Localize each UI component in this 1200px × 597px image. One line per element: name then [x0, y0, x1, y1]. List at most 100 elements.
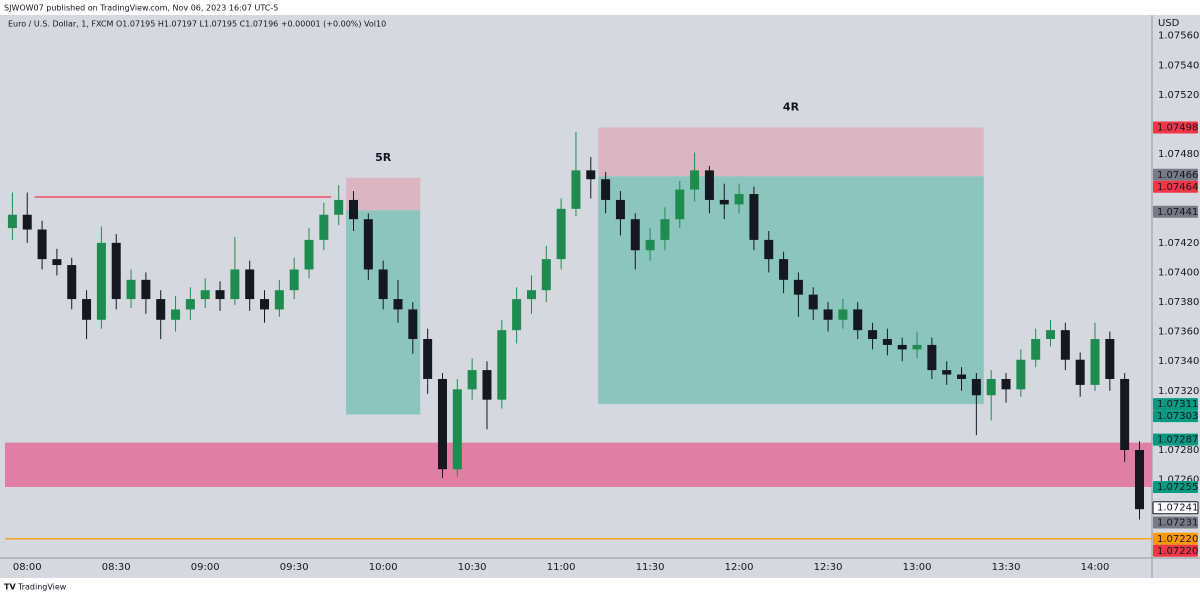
candle-body	[185, 299, 195, 310]
x-tick-label: 09:00	[191, 562, 220, 573]
candle-body	[423, 339, 433, 379]
candle-body	[96, 242, 106, 320]
x-tick-label: 10:30	[458, 562, 487, 573]
candle-body	[156, 299, 166, 320]
candle-body	[111, 242, 121, 300]
x-tick-label: 10:00	[369, 562, 398, 573]
price-badge	[1153, 516, 1198, 529]
target-area	[346, 210, 421, 415]
price-badge-label: 1.07464	[1157, 182, 1198, 193]
candle-body	[52, 259, 62, 266]
x-tick-label: 12:00	[725, 562, 754, 573]
candle-body	[690, 170, 700, 190]
price-badge	[1153, 398, 1198, 411]
candle-body	[1060, 330, 1070, 360]
price-badge	[1153, 121, 1198, 134]
price-badge-label: 1.07441	[1157, 207, 1198, 218]
price-badge-label: 1.07231	[1157, 517, 1198, 528]
candle-body	[1090, 339, 1100, 385]
candle-body	[408, 309, 418, 340]
candle-body	[1134, 449, 1144, 510]
candle-body	[393, 299, 403, 310]
candle-body	[645, 239, 655, 251]
price-badge	[1152, 501, 1199, 515]
candle-body	[67, 265, 77, 300]
candle-body	[660, 219, 670, 240]
candle-body	[868, 330, 878, 340]
candle-body	[957, 374, 967, 379]
candle-body	[304, 239, 314, 270]
position-label: 5R	[375, 151, 392, 164]
y-tick-label: 1.07400	[1158, 267, 1199, 278]
candle-body	[927, 344, 937, 371]
y-tick-label: 1.07560	[1158, 31, 1199, 42]
candle-body	[675, 189, 685, 220]
x-tick-label: 13:00	[903, 562, 932, 573]
price-badge-label: 1.07466	[1157, 170, 1198, 181]
candle-body	[319, 214, 329, 240]
candle-body	[897, 344, 907, 350]
candle-body	[7, 214, 17, 229]
x-tick-label: 14:00	[1081, 562, 1110, 573]
candle-body	[615, 199, 625, 220]
price-badge	[1153, 433, 1198, 446]
price-badge-label: 1.07220	[1157, 546, 1198, 557]
y-tick-label: 1.07280	[1158, 445, 1199, 456]
target-area	[598, 176, 984, 405]
candle-body	[986, 378, 996, 396]
candle-body	[452, 389, 462, 470]
x-tick-label: 11:30	[636, 562, 665, 573]
candle-body	[556, 208, 566, 260]
x-tick-label: 08:00	[13, 562, 42, 573]
price-badge-label: 1.07255	[1157, 482, 1198, 493]
stop-area	[598, 127, 984, 177]
price-badge-label: 1.07287	[1157, 435, 1198, 446]
candle-body	[245, 269, 255, 300]
y-tick-label: 1.07520	[1158, 90, 1199, 101]
brand-logo: TV	[4, 583, 16, 592]
candle-body	[363, 219, 373, 270]
candle-body	[586, 170, 596, 180]
candle-body	[942, 370, 952, 375]
price-badge	[1153, 410, 1198, 423]
candle-body	[230, 269, 240, 300]
y-tick-label: 1.07540	[1158, 60, 1199, 71]
price-badge-label: 1.07311	[1157, 399, 1198, 410]
candle-body	[823, 309, 833, 320]
candle-body	[1031, 339, 1041, 360]
brand: TradingView	[17, 583, 67, 592]
candle-body	[467, 370, 477, 390]
candle-body	[526, 290, 536, 300]
candle-body	[1001, 378, 1011, 390]
price-badge-label: 1.07303	[1157, 411, 1198, 422]
x-tick-label: 13:30	[992, 562, 1021, 573]
candle-body	[734, 194, 744, 205]
candle-body	[22, 214, 32, 230]
y-tick-label: 1.07320	[1158, 386, 1199, 397]
candle-body	[793, 279, 803, 295]
candle-body	[882, 339, 892, 345]
candle-body	[349, 199, 359, 220]
candle-body	[971, 378, 981, 396]
candle-body	[378, 269, 388, 300]
zone	[5, 442, 1152, 487]
candle-body	[497, 330, 507, 400]
candle-body	[126, 279, 136, 300]
candle-body	[571, 170, 581, 209]
candle-body	[215, 290, 225, 300]
candle-body	[82, 299, 92, 320]
x-tick-label: 08:30	[102, 562, 131, 573]
stop-area	[346, 177, 421, 211]
price-badge	[1153, 544, 1198, 557]
candle-body	[601, 179, 611, 200]
candle-body	[1105, 339, 1115, 379]
x-tick-label: 12:30	[814, 562, 843, 573]
candle-body	[482, 370, 492, 400]
symbol-line: Euro / U.S. Dollar, 1, FXCM O1.07195 H1.…	[8, 20, 386, 29]
candle-body	[779, 259, 789, 280]
candle-body	[749, 194, 759, 240]
candle-body	[200, 290, 210, 300]
currency: USD	[1158, 18, 1180, 29]
x-tick-label: 11:00	[547, 562, 576, 573]
